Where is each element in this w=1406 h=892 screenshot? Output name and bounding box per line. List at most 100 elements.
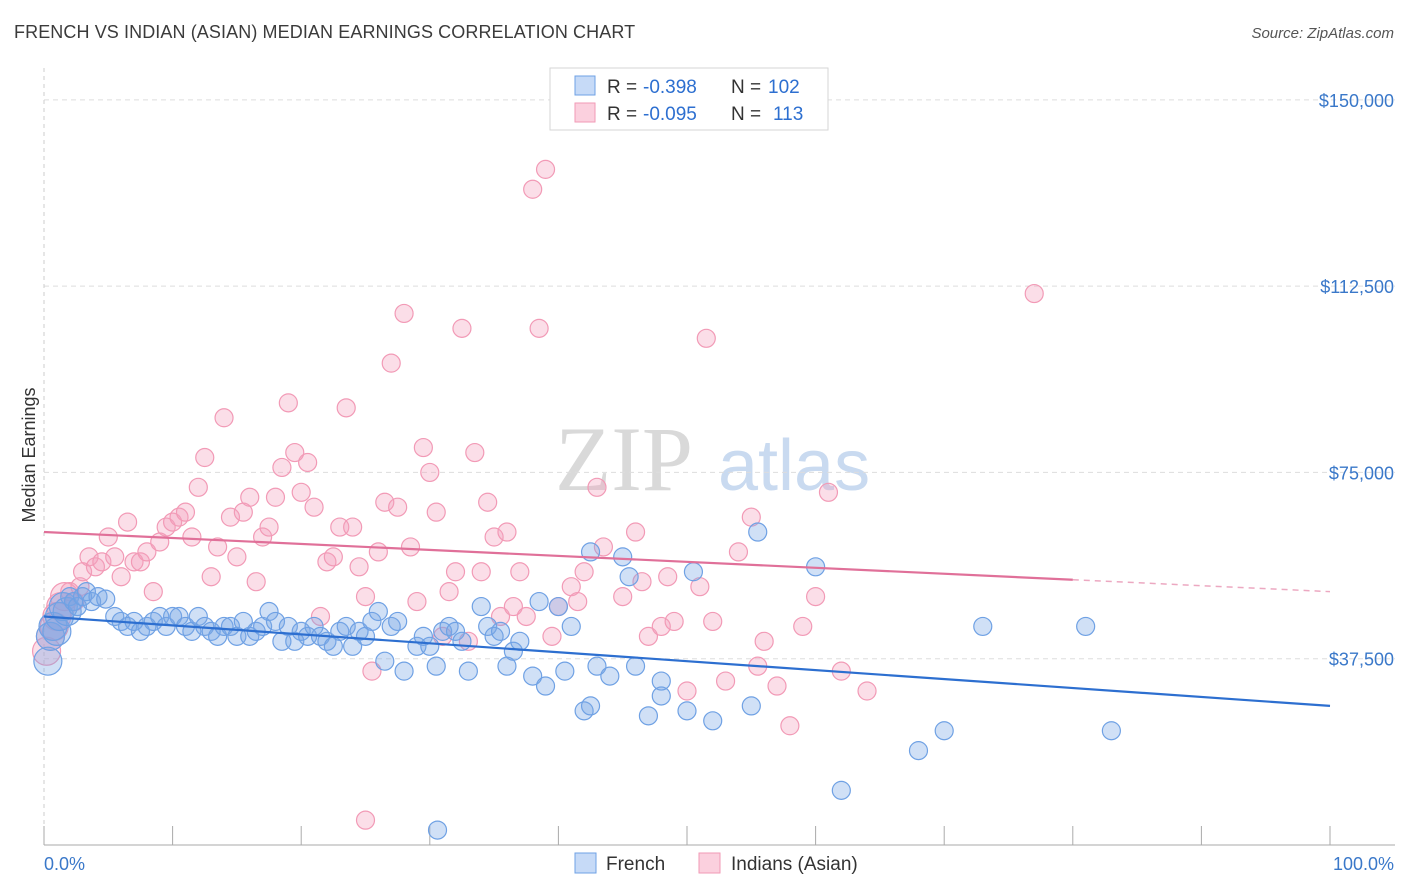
y-tick-label-1: $75,000 xyxy=(1329,463,1394,483)
french-point-76 xyxy=(510,631,530,651)
indians-point-51 xyxy=(343,517,363,537)
french-point-80 xyxy=(548,596,569,617)
indians-point-60 xyxy=(400,537,421,557)
indians-point-99 xyxy=(703,611,723,632)
source-label: Source: ZipAtlas.com xyxy=(1251,25,1394,42)
indians-point-45 xyxy=(304,497,324,517)
french-trend-line xyxy=(43,615,1331,708)
french-point-93 xyxy=(651,671,671,691)
indians-point-80 xyxy=(529,318,549,338)
indians-point-113 xyxy=(355,810,376,830)
french-point-98 xyxy=(748,522,768,542)
french-point-55 xyxy=(362,611,382,632)
french-point-103 xyxy=(973,616,993,637)
indians-point-32 xyxy=(220,507,241,527)
indians-point-44 xyxy=(298,452,318,473)
bottom-legend-swatch-indians xyxy=(698,852,721,874)
indians-point-81 xyxy=(535,159,556,179)
indians-point-28 xyxy=(195,447,215,468)
french-point-82 xyxy=(561,616,581,637)
french-point-81 xyxy=(555,661,575,681)
legend-swatch-french xyxy=(574,75,596,96)
indians-point-85 xyxy=(568,591,588,612)
french-point-33 xyxy=(220,616,241,637)
watermark-atlas: atlas xyxy=(718,426,870,506)
legend-top-box xyxy=(549,67,829,131)
french-point-14 xyxy=(96,589,116,609)
french-point-39 xyxy=(259,601,279,622)
french-point-77 xyxy=(523,666,543,686)
french-point-66 xyxy=(439,616,459,637)
indians-point-109 xyxy=(818,482,839,502)
french-point-92 xyxy=(651,686,671,706)
french-point-69 xyxy=(458,661,478,681)
legend-r-label-1: R = xyxy=(607,77,637,98)
french-point-87 xyxy=(600,666,620,686)
chart-title: FRENCH VS INDIAN (ASIAN) MEDIAN EARNINGS… xyxy=(14,22,636,42)
indians-point-89 xyxy=(613,587,633,607)
legend-n-value-2: 113 xyxy=(773,104,803,125)
indians-point-66 xyxy=(439,582,459,602)
gridlines xyxy=(44,99,1395,660)
legend-r-label-2: R = xyxy=(607,104,637,125)
french-point-73 xyxy=(490,621,511,641)
indians-point-19 xyxy=(137,542,157,562)
x-tick-label-min: 0.0% xyxy=(44,854,85,874)
indians-point-78 xyxy=(516,606,536,627)
french-point-31 xyxy=(208,626,228,646)
french-point-88 xyxy=(613,547,633,567)
indians-point-40 xyxy=(272,457,292,478)
french-point-11 xyxy=(76,582,97,602)
indians-point-91 xyxy=(632,572,652,592)
legend-n-value-1: 102 xyxy=(768,77,800,98)
indians-point-76 xyxy=(503,596,523,617)
french-point-67 xyxy=(445,621,466,641)
indians-point-24 xyxy=(169,507,189,527)
indians-point-70 xyxy=(465,442,485,463)
indians-point-106 xyxy=(780,716,800,736)
indians-point-42 xyxy=(285,442,305,463)
french-point-53 xyxy=(349,621,369,641)
indians-point-112 xyxy=(1024,283,1044,304)
french-point-90 xyxy=(625,656,646,676)
indians-point-23 xyxy=(163,512,183,532)
indians-point-96 xyxy=(677,681,697,701)
indians-point-27 xyxy=(188,477,208,497)
indians-point-71 xyxy=(471,562,491,582)
french-point-9 xyxy=(67,596,88,617)
indians-point-111 xyxy=(857,681,877,701)
indians-point-10 xyxy=(79,547,99,567)
french-point-44 xyxy=(291,621,311,641)
indians-point-54 xyxy=(362,661,382,681)
indians-point-108 xyxy=(805,587,826,607)
indians-point-63 xyxy=(420,462,440,483)
indians-point-33 xyxy=(227,547,247,567)
indians-point-12 xyxy=(92,552,112,572)
indians-point-61 xyxy=(407,591,427,612)
indians-point-16 xyxy=(117,512,138,532)
french-point-106 xyxy=(427,820,448,840)
legend-bottom: French Indians (Asian) xyxy=(574,852,858,875)
french-point-72 xyxy=(484,626,504,646)
indians-trend-extension xyxy=(1072,578,1331,593)
axes xyxy=(43,68,1395,846)
indians-point-6 xyxy=(60,582,80,602)
indians-point-82 xyxy=(542,626,562,646)
french-point-97 xyxy=(741,696,761,716)
indians-point-15 xyxy=(111,567,131,587)
indians-point-94 xyxy=(658,567,678,587)
trend-lines xyxy=(43,530,1331,708)
indians-point-98 xyxy=(696,328,716,348)
indians-point-26 xyxy=(182,527,202,547)
french-point-70 xyxy=(471,596,491,617)
indians-point-31 xyxy=(214,408,234,428)
indians-trend-line xyxy=(43,530,1073,581)
indians-point-55 xyxy=(368,542,388,562)
french-point-101 xyxy=(908,741,929,761)
indians-point-73 xyxy=(484,527,504,547)
indians-point-90 xyxy=(625,522,646,542)
french-point-43 xyxy=(285,631,305,651)
french-point-84 xyxy=(580,696,601,716)
legend-swatch-indians xyxy=(574,102,596,123)
legend-top: R = -0.398 N = 102 R = -0.095 N = 113 xyxy=(549,67,829,131)
